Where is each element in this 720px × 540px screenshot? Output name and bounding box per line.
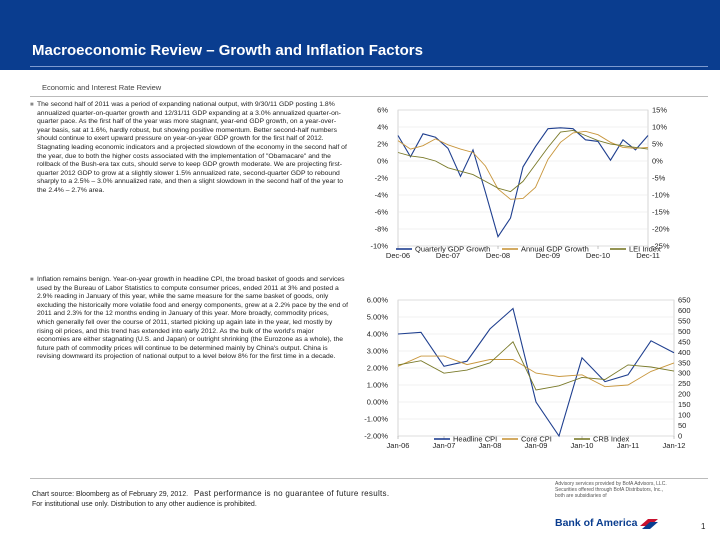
left-tick-label: -10% <box>370 242 388 251</box>
advisory-text: Advisory services provided by BofA Advis… <box>555 481 705 500</box>
inflation-paragraph-text: Inflation remains benign. Year-on-year g… <box>37 276 348 361</box>
x-tick-label: Jan-12 <box>663 441 686 450</box>
x-tick-label: Dec-07 <box>436 251 460 260</box>
right-tick-label: 50 <box>678 421 686 430</box>
flag-icon <box>640 519 659 529</box>
x-tick-label: Jan-08 <box>479 441 502 450</box>
legend-label: Quarterly GDP Growth <box>415 245 490 254</box>
right-tick-label: 250 <box>678 379 691 388</box>
source-text: Chart source: Bloomberg as of February 2… <box>32 491 189 498</box>
series-line-2 <box>397 355 675 388</box>
right-tick-label: 300 <box>678 369 691 378</box>
right-tick-label: -25% <box>652 242 670 251</box>
right-tick-label: 150 <box>678 400 691 409</box>
x-tick-label: Dec-10 <box>586 251 610 260</box>
series-line-3 <box>397 341 675 391</box>
footer-divider <box>30 478 708 479</box>
x-tick-label: Jan-09 <box>525 441 548 450</box>
left-tick-label: 2.00% <box>367 364 389 373</box>
x-tick-label: Dec-06 <box>386 251 410 260</box>
page-title: Macroeconomic Review – Growth and Inflat… <box>32 42 423 59</box>
right-tick-label: 450 <box>678 337 691 346</box>
left-tick-label: 4.00% <box>367 330 389 339</box>
right-tick-label: 0% <box>652 157 663 166</box>
right-tick-label: -5% <box>652 174 666 183</box>
right-tick-label: 200 <box>678 390 691 399</box>
left-tick-label: -8% <box>375 225 389 234</box>
performance-disclaimer: Past performance is no guarantee of futu… <box>193 489 390 498</box>
gdp-growth-chart: 6% 4% 2% 0% -2% -4% -6% -8% -10% 15% 10% 5% 0% -5% -10… <box>370 106 670 261</box>
growth-paragraph-text: The second half of 2011 was a period of … <box>37 101 347 194</box>
left-tick-label: -2.00% <box>364 432 388 441</box>
legend-label: CRB Index <box>593 435 630 444</box>
header-band: Macroeconomic Review – Growth and Inflat… <box>0 0 720 70</box>
divider <box>30 96 708 97</box>
left-tick-label: -2% <box>375 174 389 183</box>
left-tick-label: 2% <box>377 140 388 149</box>
x-tick-label: Dec-08 <box>486 251 510 260</box>
x-tick-label: Jan-11 <box>617 441 639 450</box>
legend-label: Annual GDP Growth <box>521 245 589 254</box>
series-line-2 <box>397 130 649 200</box>
right-tick-label: 550 <box>678 316 691 325</box>
inflation-chart: 6.00% 5.00% 4.00% 3.00% 2.00% 1.00% 0.00% -1.00… <box>364 296 691 451</box>
right-tick-label: 650 <box>678 296 691 305</box>
right-tick-label: 5% <box>652 140 663 149</box>
legend-label: LEI Index <box>629 245 661 254</box>
page-number: 1 <box>701 522 706 531</box>
advisory-line: Advisory services provided by BofA Advis… <box>555 481 667 487</box>
legend-label: Core CPI <box>521 435 552 444</box>
x-tick-label: Dec-11 <box>636 251 660 260</box>
right-tick-label: 600 <box>678 306 691 315</box>
left-tick-label: -1.00% <box>364 415 388 424</box>
advisory-line: Securities offered through BofA Distribu… <box>555 487 664 494</box>
left-tick-label: 6% <box>377 106 388 115</box>
left-tick-label: 6.00% <box>367 296 389 305</box>
brand-logo: Bank of America <box>555 517 659 529</box>
right-tick-label: -20% <box>652 225 670 234</box>
right-tick-label: 100 <box>678 411 691 420</box>
right-tick-label: 0 <box>678 432 682 441</box>
section-subtitle: Economic and Interest Rate Review <box>42 83 162 92</box>
right-tick-label: -15% <box>652 208 670 217</box>
series-line-3 <box>397 129 649 193</box>
legend-label: Headline CPI <box>453 435 497 444</box>
header-rule <box>30 66 708 67</box>
left-tick-label: 1.00% <box>367 381 389 390</box>
left-tick-label: 3.00% <box>367 347 389 356</box>
left-tick-label: 5.00% <box>367 313 389 322</box>
growth-paragraph: ■ The second half of 2011 was a period o… <box>30 101 348 196</box>
x-tick-label: Jan-07 <box>433 441 456 450</box>
x-tick-label: Dec-09 <box>536 251 560 260</box>
right-tick-label: 350 <box>678 358 691 367</box>
left-tick-label: 0.00% <box>367 398 389 407</box>
bullet-icon: ■ <box>30 277 34 283</box>
chart-source: Chart source: Bloomberg as of February 2… <box>32 489 389 498</box>
bullet-icon: ■ <box>30 102 34 108</box>
right-tick-label: 400 <box>678 348 691 357</box>
right-tick-label: -10% <box>652 191 670 200</box>
x-tick-label: Jan-10 <box>571 441 594 450</box>
left-tick-label: -6% <box>375 208 389 217</box>
right-tick-label: 15% <box>652 106 667 115</box>
right-tick-label: 500 <box>678 327 691 336</box>
left-tick-label: 4% <box>377 123 388 132</box>
right-tick-label: 10% <box>652 123 667 132</box>
series-line-1 <box>397 307 675 438</box>
left-tick-label: -4% <box>375 191 389 200</box>
x-tick-label: Jan-06 <box>387 441 410 450</box>
inflation-paragraph: ■ Inflation remains benign. Year-on-year… <box>30 276 348 362</box>
institutional-note: For institutional use only. Distribution… <box>32 501 257 508</box>
brand-name: Bank of America <box>555 517 638 529</box>
advisory-line: both are subsidiaries of <box>555 493 607 500</box>
left-tick-label: 0% <box>377 157 388 166</box>
